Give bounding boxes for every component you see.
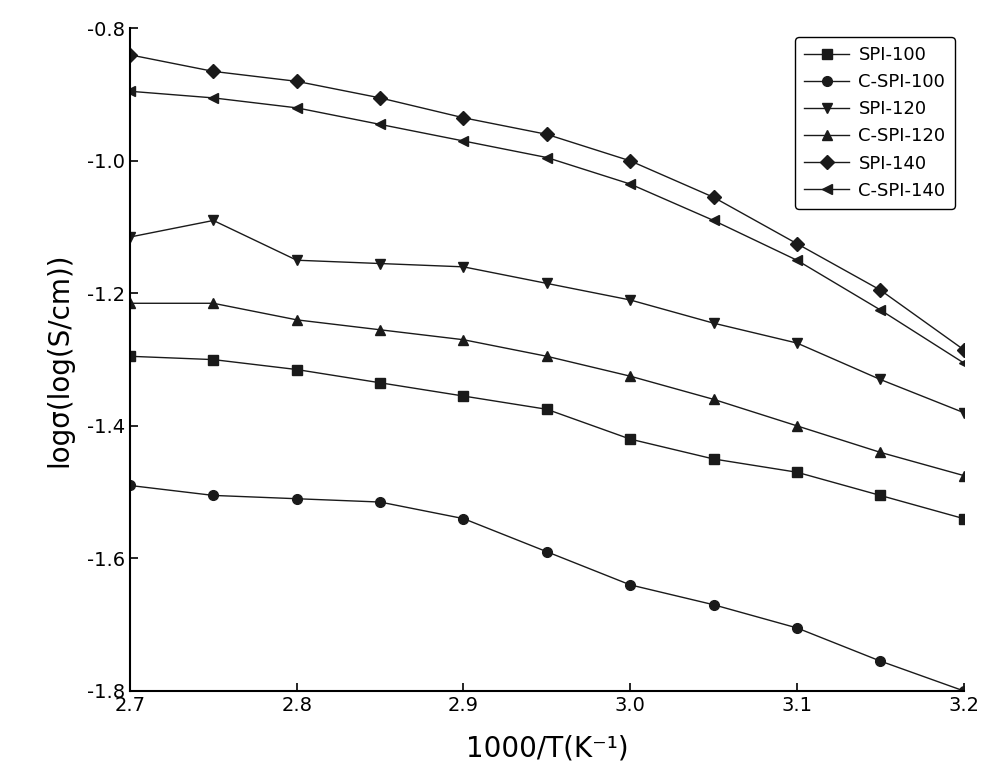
C-SPI-100 <box>457 514 469 523</box>
SPI-100 <box>124 352 136 361</box>
C-SPI-140 <box>124 87 136 96</box>
C-SPI-140 <box>374 120 386 129</box>
SPI-100 <box>958 514 970 523</box>
C-SPI-100 <box>541 547 553 557</box>
C-SPI-100 <box>207 491 219 500</box>
C-SPI-100 <box>791 623 803 633</box>
C-SPI-120 <box>958 471 970 480</box>
Line: SPI-140: SPI-140 <box>125 50 969 355</box>
Line: SPI-120: SPI-120 <box>125 215 969 417</box>
C-SPI-100 <box>708 600 720 609</box>
SPI-140 <box>958 345 970 355</box>
C-SPI-100 <box>958 686 970 695</box>
C-SPI-140 <box>541 153 553 162</box>
C-SPI-100 <box>124 481 136 490</box>
C-SPI-140 <box>457 136 469 146</box>
C-SPI-120 <box>291 315 303 324</box>
SPI-100 <box>708 454 720 464</box>
C-SPI-120 <box>624 371 636 381</box>
C-SPI-120 <box>207 298 219 308</box>
C-SPI-120 <box>541 352 553 361</box>
SPI-100 <box>457 392 469 401</box>
C-SPI-100 <box>874 656 886 666</box>
SPI-120 <box>541 279 553 288</box>
C-SPI-120 <box>874 448 886 457</box>
C-SPI-140 <box>791 255 803 265</box>
SPI-120 <box>457 262 469 272</box>
SPI-120 <box>124 233 136 242</box>
Line: SPI-100: SPI-100 <box>125 352 969 524</box>
SPI-120 <box>874 375 886 384</box>
X-axis label: 1000/T(K⁻¹): 1000/T(K⁻¹) <box>466 734 628 762</box>
SPI-100 <box>291 365 303 374</box>
SPI-100 <box>207 355 219 364</box>
SPI-140 <box>207 67 219 76</box>
C-SPI-100 <box>624 580 636 590</box>
SPI-140 <box>874 285 886 294</box>
SPI-120 <box>291 255 303 265</box>
SPI-140 <box>374 93 386 103</box>
C-SPI-140 <box>624 179 636 189</box>
C-SPI-140 <box>874 305 886 315</box>
SPI-100 <box>624 435 636 444</box>
SPI-100 <box>374 378 386 388</box>
SPI-140 <box>457 113 469 122</box>
SPI-120 <box>624 295 636 305</box>
SPI-120 <box>708 319 720 328</box>
SPI-140 <box>124 50 136 60</box>
Line: C-SPI-100: C-SPI-100 <box>125 481 969 696</box>
Y-axis label: logσ(log(S/cm)): logσ(log(S/cm)) <box>45 252 73 467</box>
SPI-140 <box>708 193 720 202</box>
SPI-120 <box>207 216 219 226</box>
SPI-100 <box>541 405 553 414</box>
SPI-140 <box>624 156 636 165</box>
Legend: SPI-100, C-SPI-100, SPI-120, C-SPI-120, SPI-140, C-SPI-140: SPI-100, C-SPI-100, SPI-120, C-SPI-120, … <box>795 38 955 208</box>
Line: C-SPI-120: C-SPI-120 <box>125 298 969 481</box>
C-SPI-140 <box>207 93 219 103</box>
C-SPI-120 <box>374 325 386 334</box>
C-SPI-100 <box>374 497 386 507</box>
C-SPI-100 <box>291 494 303 503</box>
C-SPI-140 <box>708 216 720 226</box>
SPI-140 <box>791 239 803 248</box>
SPI-100 <box>874 491 886 500</box>
C-SPI-120 <box>708 395 720 404</box>
C-SPI-120 <box>791 421 803 431</box>
C-SPI-120 <box>457 335 469 345</box>
Line: C-SPI-140: C-SPI-140 <box>125 86 969 368</box>
SPI-100 <box>791 467 803 477</box>
SPI-140 <box>291 77 303 86</box>
SPI-140 <box>541 130 553 139</box>
SPI-120 <box>791 338 803 348</box>
C-SPI-120 <box>124 298 136 308</box>
SPI-120 <box>374 259 386 269</box>
C-SPI-140 <box>958 358 970 367</box>
C-SPI-140 <box>291 103 303 113</box>
SPI-120 <box>958 408 970 417</box>
